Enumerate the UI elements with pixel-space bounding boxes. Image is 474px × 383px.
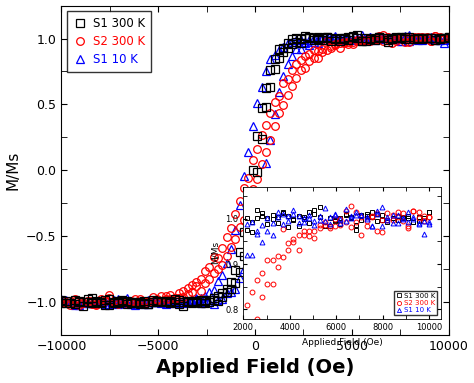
S1 10 K xyxy=(59,297,64,301)
S1 300 K xyxy=(398,36,403,41)
S2 300 K xyxy=(181,295,186,300)
Line: S2 300 K: S2 300 K xyxy=(58,33,452,309)
S1 300 K xyxy=(355,33,360,38)
S2 300 K xyxy=(446,36,451,40)
S1 10 K xyxy=(115,297,121,302)
S2 300 K xyxy=(67,303,73,308)
S2 300 K xyxy=(393,37,399,41)
S1 300 K xyxy=(389,37,395,41)
S1 10 K xyxy=(389,35,395,40)
S1 10 K xyxy=(398,38,403,43)
S2 300 K xyxy=(437,34,443,39)
S1 10 K xyxy=(437,38,443,42)
Line: S1 300 K: S1 300 K xyxy=(58,31,452,309)
Legend: S1 300 K, S2 300 K, S1 10 K: S1 300 K, S2 300 K, S1 10 K xyxy=(67,11,151,72)
S1 300 K xyxy=(181,300,186,305)
S1 300 K xyxy=(446,34,451,39)
S1 10 K xyxy=(72,303,77,307)
Line: S1 10 K: S1 10 K xyxy=(58,32,452,309)
S1 300 K xyxy=(115,300,121,305)
S1 300 K xyxy=(333,37,338,41)
S1 300 K xyxy=(437,36,443,40)
S2 300 K xyxy=(59,300,64,305)
S2 300 K xyxy=(385,34,391,39)
S1 300 K xyxy=(59,297,64,302)
X-axis label: Applied Field (Oe): Applied Field (Oe) xyxy=(156,358,354,377)
S1 300 K xyxy=(81,303,86,308)
S2 300 K xyxy=(333,43,338,47)
S1 10 K xyxy=(181,301,186,306)
S1 10 K xyxy=(359,33,365,38)
S2 300 K xyxy=(115,301,121,306)
S1 10 K xyxy=(446,38,451,43)
S1 10 K xyxy=(333,34,338,38)
Y-axis label: M/Ms: M/Ms xyxy=(6,151,20,190)
S2 300 K xyxy=(433,34,438,39)
